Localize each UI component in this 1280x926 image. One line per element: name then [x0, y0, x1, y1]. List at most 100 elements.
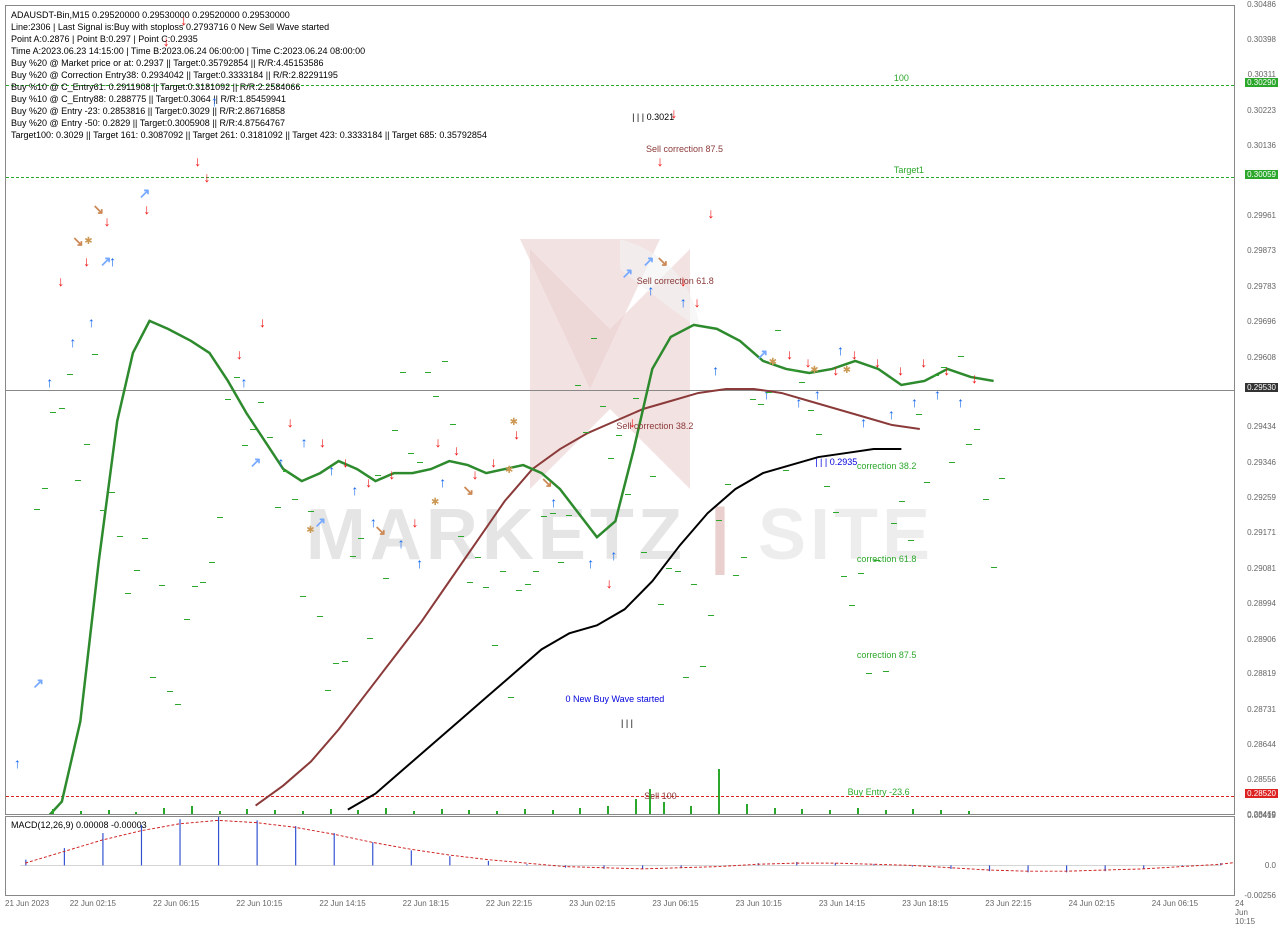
signal-arrow: ↑ — [69, 334, 76, 350]
signal-arrow: ↑ — [240, 374, 247, 390]
xtick-label: 22 Jun 18:15 — [403, 899, 449, 908]
xtick-label: 23 Jun 10:15 — [736, 899, 782, 908]
signal-arrow: ↓ — [694, 294, 701, 310]
ytick-label: 0.28644 — [1247, 740, 1276, 749]
fractal-tick — [916, 414, 922, 415]
ytick-label: 0.30136 — [1247, 141, 1276, 150]
fractal-tick — [100, 510, 106, 511]
chart-annotation: correction 38.2 — [857, 461, 917, 471]
signal-arrow: ↓ — [319, 434, 326, 450]
price-box: 0.30290 — [1245, 78, 1278, 87]
volume-bar — [579, 808, 581, 814]
signal-arrow: ↓ — [180, 12, 187, 28]
fractal-tick — [966, 444, 972, 445]
price-box: 0.28520 — [1245, 789, 1278, 798]
fractal-tick — [492, 645, 498, 646]
star-marker: ✱ — [769, 357, 777, 368]
fractal-tick — [308, 511, 314, 512]
signal-arrow: ↑ — [680, 294, 687, 310]
fractal-tick — [375, 475, 381, 476]
signal-arrow: ↓ — [851, 346, 858, 362]
fractal-tick — [467, 582, 473, 583]
signal-arrow: ↓ — [920, 354, 927, 370]
fractal-tick — [841, 576, 847, 577]
fractal-tick — [708, 615, 714, 616]
signal-arrow: ↓ — [435, 434, 442, 450]
xtick-label: 23 Jun 02:15 — [569, 899, 615, 908]
chart-annotation: | | | — [621, 718, 633, 728]
volume-bar — [718, 769, 720, 814]
fractal-tick — [849, 605, 855, 606]
volume-bar — [524, 809, 526, 814]
fractal-tick — [525, 584, 531, 585]
fractal-tick — [450, 424, 456, 425]
signal-arrow: ↓ — [490, 454, 497, 470]
signal-arrow: ↘ — [92, 201, 104, 218]
xtick-label: 22 Jun 02:15 — [70, 899, 116, 908]
fractal-tick — [958, 356, 964, 357]
signal-arrow: ↓ — [236, 346, 243, 362]
signal-arrow: ↓ — [342, 454, 349, 470]
fractal-tick — [933, 375, 939, 376]
info-line: Point A:0.2876 | Point B:0.297 | Point C… — [11, 33, 487, 45]
fractal-tick — [175, 704, 181, 705]
fractal-tick — [392, 430, 398, 431]
signal-arrow: ↓ — [104, 213, 111, 229]
signal-arrow: ↑ — [814, 386, 821, 402]
fractal-tick — [34, 509, 40, 510]
info-line: Target100: 0.3029 || Target 161: 0.30870… — [11, 129, 487, 141]
signal-arrow: ↓ — [203, 169, 210, 185]
signal-arrow: ↑ — [416, 555, 423, 571]
info-line: Buy %20 @ Entry -23: 0.2853816 || Target… — [11, 105, 487, 117]
fractal-tick — [342, 661, 348, 662]
signal-arrow: ↑ — [647, 282, 654, 298]
ytick-label: 0.29961 — [1247, 211, 1276, 220]
xtick-label: 21 Jun 2023 — [5, 899, 49, 908]
fractal-tick — [267, 437, 273, 438]
fractal-tick — [633, 398, 639, 399]
signal-arrow: ↓ — [897, 362, 904, 378]
fractal-tick — [283, 471, 289, 472]
fractal-tick — [791, 370, 797, 371]
signal-arrow: ↓ — [388, 466, 395, 482]
time-xaxis: 21 Jun 202322 Jun 02:1522 Jun 06:1522 Ju… — [5, 897, 1235, 917]
fractal-tick — [433, 396, 439, 397]
signal-arrow: ↓ — [513, 426, 520, 442]
fractal-tick — [417, 462, 423, 463]
fractal-tick — [816, 434, 822, 435]
fractal-tick — [883, 671, 889, 672]
fractal-tick — [874, 560, 880, 561]
chart-annotation: | | | 0.3021 — [632, 112, 674, 122]
signal-arrow: ↓ — [943, 362, 950, 378]
fractal-tick — [949, 462, 955, 463]
fractal-tick — [75, 480, 81, 481]
fractal-tick — [625, 494, 631, 495]
signal-arrow: ↑ — [712, 362, 719, 378]
volume-bar — [496, 811, 498, 814]
signal-arrow: ↑ — [934, 386, 941, 402]
fractal-tick — [675, 571, 681, 572]
volume-bar — [829, 810, 831, 814]
volume-bar — [690, 806, 692, 814]
ytick-label: 0.28819 — [1247, 669, 1276, 678]
signal-arrow: ↑ — [911, 394, 918, 410]
ytick-label: 0.30223 — [1247, 106, 1276, 115]
fractal-tick — [741, 557, 747, 558]
fractal-tick — [974, 429, 980, 430]
chart-annotation: correction 61.8 — [857, 554, 917, 564]
chart-annotation: | | | 0.2935 — [815, 457, 857, 467]
macd-panel[interactable]: MACD(12,26,9) 0.00008 -0.00003 — [5, 816, 1235, 896]
volume-bar — [274, 810, 276, 814]
fractal-tick — [475, 557, 481, 558]
ytick-label: 0.29873 — [1247, 246, 1276, 255]
signal-arrow: ↓ — [680, 273, 687, 289]
fractal-tick — [808, 410, 814, 411]
volume-bar — [52, 809, 54, 814]
volume-bar — [801, 809, 803, 814]
fractal-tick — [983, 499, 989, 500]
price-chart[interactable]: MARKETZ | SITE 100Target1 ADAUSDT-Bin,M1… — [5, 5, 1235, 815]
signal-arrow: ↑ — [14, 755, 21, 771]
ytick-label: 0.29081 — [1247, 564, 1276, 573]
star-marker: ✱ — [810, 365, 818, 376]
fractal-tick — [250, 429, 256, 430]
